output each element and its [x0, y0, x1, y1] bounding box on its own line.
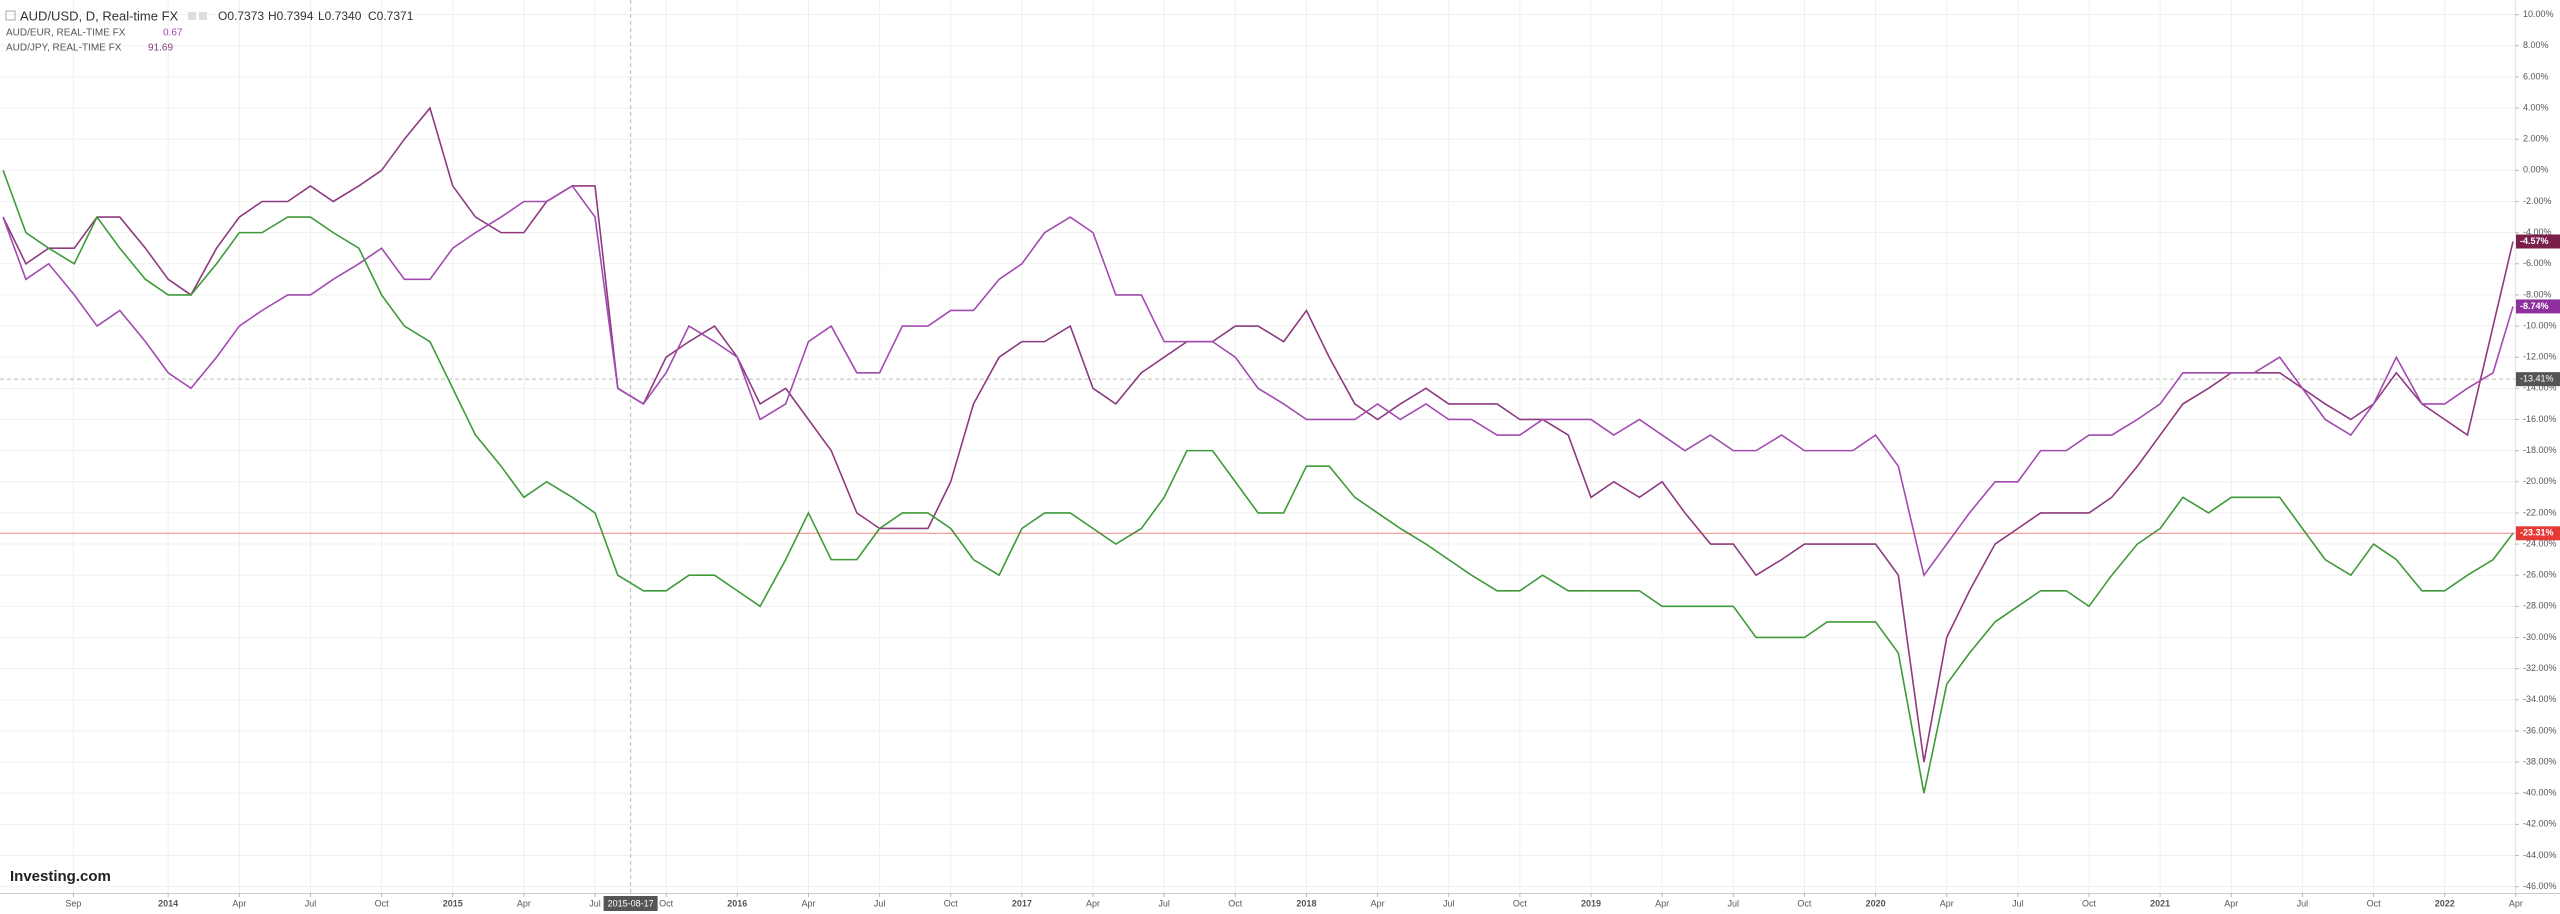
legend-label: AUD/JPY, REAL-TIME FX: [6, 43, 122, 54]
header-title: AUD/USD, D, Real-time FX: [20, 8, 179, 23]
y-tick-label: -6.00%: [2523, 258, 2552, 268]
y-tick-label: 2.00%: [2523, 134, 2549, 144]
x-tick-label: 2021: [2150, 898, 2170, 908]
y-tick-label: -2.00%: [2523, 196, 2552, 206]
y-tick-label: -10.00%: [2523, 320, 2557, 330]
series-line: [2, 170, 2514, 794]
logo: Investing.com: [10, 868, 111, 885]
y-tick-label: -26.00%: [2523, 570, 2557, 580]
header-high: H0.7394: [268, 9, 314, 23]
last-value-badge: [2516, 234, 2560, 249]
x-tick-label: Sep: [65, 898, 81, 908]
x-tick-label: Apr: [1371, 898, 1385, 908]
x-tick-label: 2018: [1296, 898, 1316, 908]
series-line: [2, 106, 2514, 763]
x-tick-label: Apr: [2509, 898, 2523, 908]
crosshair-value-label: -13.41%: [2520, 374, 2554, 384]
y-tick-label: -36.00%: [2523, 725, 2557, 735]
y-tick-label: 4.00%: [2523, 102, 2549, 112]
y-tick-label: -16.00%: [2523, 414, 2557, 424]
last-value-label: -23.31%: [2520, 528, 2554, 538]
y-tick-label: 6.00%: [2523, 71, 2549, 81]
y-tick-label: -38.00%: [2523, 756, 2557, 766]
x-tick-label: 2015: [443, 898, 463, 908]
x-tick-label: Oct: [1797, 898, 1812, 908]
crosshair-date-label: 2015-08-17: [608, 898, 654, 908]
y-tick-label: 8.00%: [2523, 40, 2549, 50]
x-tick-label: Apr: [232, 898, 246, 908]
x-tick-label: Jul: [2012, 898, 2024, 908]
x-tick-label: 2022: [2435, 898, 2455, 908]
collapse-icon[interactable]: [5, 10, 16, 21]
button-icon[interactable]: [199, 12, 207, 20]
series-line: [2, 184, 2514, 578]
y-tick-label: -42.00%: [2523, 819, 2557, 829]
x-tick-label: Jul: [1728, 898, 1740, 908]
x-tick-label: Oct: [944, 898, 959, 908]
x-tick-label: 2020: [1866, 898, 1886, 908]
plot: [0, 0, 2517, 893]
legend-value: 0.67: [163, 28, 183, 39]
x-tick-label: Apr: [1940, 898, 1954, 908]
last-value-badge: [2516, 526, 2560, 541]
y-tick-label: -46.00%: [2523, 881, 2557, 891]
x-tick-label: Oct: [1513, 898, 1528, 908]
y-tick-label: -12.00%: [2523, 352, 2557, 362]
y-tick-label: -28.00%: [2523, 601, 2557, 611]
x-tick-label: Apr: [1086, 898, 1100, 908]
x-tick-label: Apr: [801, 898, 815, 908]
y-tick-label: 0.00%: [2523, 165, 2549, 175]
x-tick-label: Oct: [2082, 898, 2097, 908]
y-tick-label: -32.00%: [2523, 663, 2557, 673]
x-tick-label: Apr: [1655, 898, 1669, 908]
x-tick-label: Apr: [517, 898, 531, 908]
header-low: L0.7340: [318, 9, 362, 23]
x-tick-label: Jul: [874, 898, 886, 908]
x-tick-label: 2019: [1581, 898, 1601, 908]
legend-label: AUD/EUR, REAL-TIME FX: [6, 28, 126, 39]
y-tick-label: -8.00%: [2523, 289, 2552, 299]
x-tick-label: Oct: [375, 898, 390, 908]
crosshair-value-badge: [2516, 372, 2560, 387]
y-tick-label: -18.00%: [2523, 445, 2557, 455]
legend-value: 91.69: [148, 43, 173, 54]
x-tick-label: Oct: [2367, 898, 2382, 908]
x-tick-label: Jul: [1443, 898, 1455, 908]
x-tick-label: 2017: [1012, 898, 1032, 908]
crosshair-date-badge: [603, 896, 658, 911]
last-value-badge: [2516, 299, 2560, 314]
header-open: O0.7373: [218, 9, 264, 23]
x-tick-label: Apr: [2224, 898, 2238, 908]
x-tick-label: Oct: [659, 898, 674, 908]
y-tick-label: -14.00%: [2523, 383, 2557, 393]
y-tick-label: -24.00%: [2523, 538, 2557, 548]
y-tick-label: -4.00%: [2523, 227, 2552, 237]
y-tick-label: -30.00%: [2523, 632, 2557, 642]
x-tick-label: 2014: [158, 898, 178, 908]
y-tick-label: -22.00%: [2523, 507, 2557, 517]
x-tick-label: Jul: [1158, 898, 1170, 908]
header-close: C0.7371: [368, 9, 414, 23]
x-tick-label: Oct: [1228, 898, 1243, 908]
y-tick-label: -34.00%: [2523, 694, 2557, 704]
y-tick-label: -40.00%: [2523, 788, 2557, 798]
y-tick-label: 10.00%: [2523, 9, 2554, 19]
x-tick-label: Jul: [305, 898, 317, 908]
y-tick-label: -44.00%: [2523, 850, 2557, 860]
last-value-label: -4.57%: [2520, 236, 2549, 246]
y-tick-label: -20.00%: [2523, 476, 2557, 486]
x-tick-label: Jul: [589, 898, 601, 908]
x-tick-label: 2016: [727, 898, 747, 908]
last-value-label: -8.74%: [2520, 301, 2549, 311]
button-icon[interactable]: [188, 12, 196, 20]
x-tick-label: Jul: [2297, 898, 2309, 908]
